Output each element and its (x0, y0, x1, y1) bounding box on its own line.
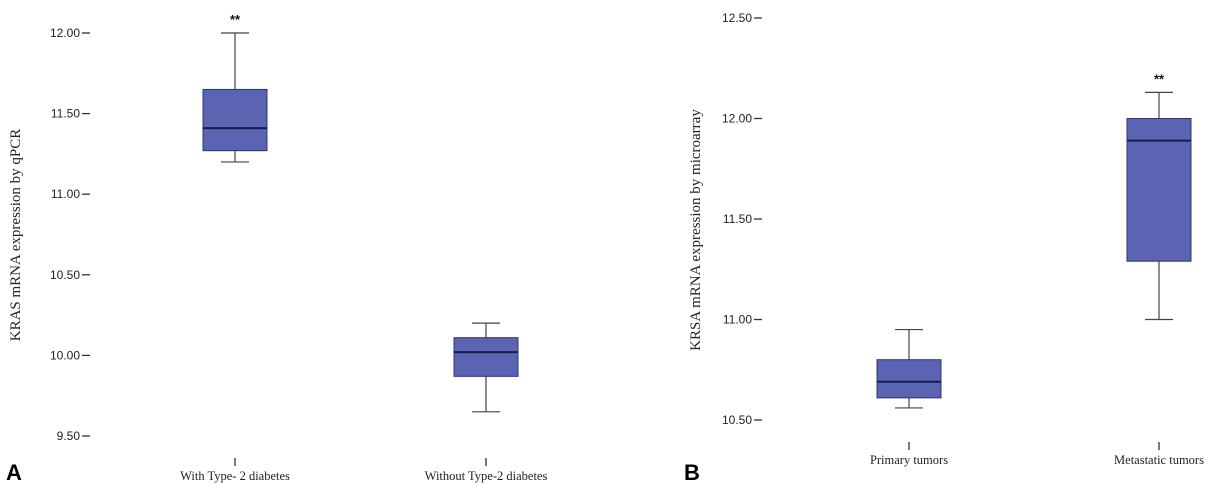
panel-b-y-tick-label: 12.50 (722, 11, 752, 25)
panel-a-category-label: Without Type-2 diabetes (425, 469, 548, 483)
panel-b-y-tick-label: 10.50 (722, 413, 752, 427)
panel-b-letter: B (684, 460, 700, 484)
panel-b-chart: KRSA mRNA expression by microarray B 10.… (684, 11, 1204, 484)
panel-a-chart: KRAS mRNA expression by qPCR A 9.50 10.00… (6, 12, 547, 484)
panel-a-y-axis-title: KRAS mRNA expression by qPCR (8, 129, 24, 342)
panel-a-significance-mark: ** (230, 12, 241, 27)
panel-b-significance-mark: ** (1154, 71, 1165, 86)
panel-a-y-tick-label: 9.50 (57, 429, 81, 443)
panel-a-letter: A (6, 460, 22, 484)
panel-a-y-tick-label: 10.00 (50, 348, 80, 362)
panel-a-y-tick-label: 10.50 (50, 268, 80, 282)
panel-b-box (876, 359, 942, 399)
panel-a-box (453, 337, 519, 377)
panel-a-category-label: With Type- 2 diabetes (180, 469, 290, 483)
panel-b-y-tick-label: 11.00 (723, 313, 752, 327)
panel-b-y-tick-label: 12.00 (722, 112, 752, 126)
panel-b-y-tick-label: 11.50 (723, 212, 752, 226)
panel-a-y-tick-label: 12.00 (50, 26, 80, 40)
panel-a-box (202, 88, 268, 152)
panel-a-y-tick-label: 11.50 (51, 107, 80, 121)
panel-b-y-axis-title: KRSA mRNA expression by microarray (688, 109, 704, 351)
panel-b-box (1126, 118, 1192, 262)
panel-b-category-label: Metastatic tumors (1114, 453, 1204, 467)
panel-a-y-tick-label: 11.00 (51, 187, 80, 201)
panel-b-category-label: Primary tumors (870, 453, 948, 467)
